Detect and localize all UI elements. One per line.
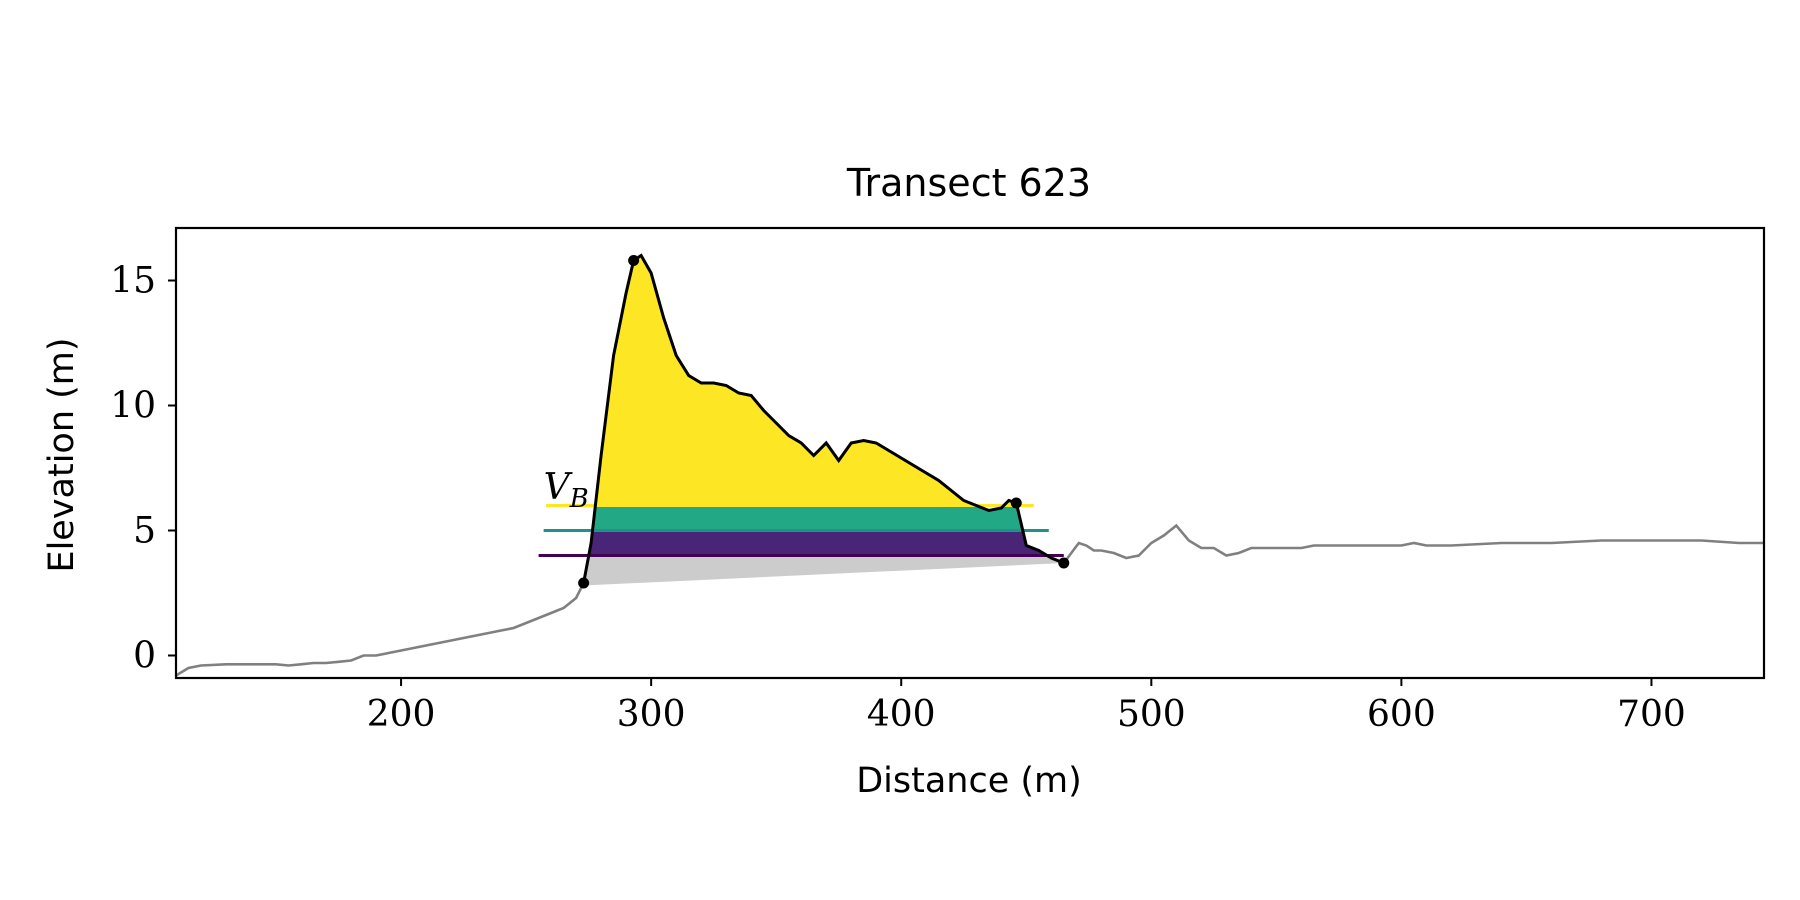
chart-title: Transect 623 bbox=[846, 161, 1091, 205]
x-tick-label-500: 500 bbox=[1117, 694, 1186, 735]
x-tick-label-300: 300 bbox=[617, 694, 686, 735]
band-low-level bbox=[583, 530, 1064, 556]
y-tick-label-10: 10 bbox=[110, 386, 156, 427]
annotation-subscript: B bbox=[569, 484, 589, 514]
key-point-2 bbox=[628, 255, 640, 266]
annotation-main: V bbox=[544, 467, 574, 508]
x-tick-label-600: 600 bbox=[1367, 694, 1436, 735]
key-point-3 bbox=[1010, 497, 1022, 509]
y-tick-label-15: 15 bbox=[110, 261, 156, 302]
dune-profile-line bbox=[582, 253, 1065, 584]
y-axis-label: Elevation (m) bbox=[42, 337, 82, 572]
y-tick-label-5: 5 bbox=[133, 511, 156, 552]
axes-frame bbox=[174, 226, 1766, 680]
key-point-1 bbox=[578, 577, 590, 589]
y-tick-label-0: 0 bbox=[133, 636, 156, 677]
key-point-4 bbox=[1058, 557, 1070, 569]
volume-annotation: VB bbox=[544, 467, 589, 514]
x-axis-label: Distance (m) bbox=[856, 761, 1082, 801]
x-tick-label-700: 700 bbox=[1617, 694, 1686, 735]
x-tick-label-400: 400 bbox=[867, 694, 936, 735]
x-tick-label-200: 200 bbox=[367, 694, 436, 735]
